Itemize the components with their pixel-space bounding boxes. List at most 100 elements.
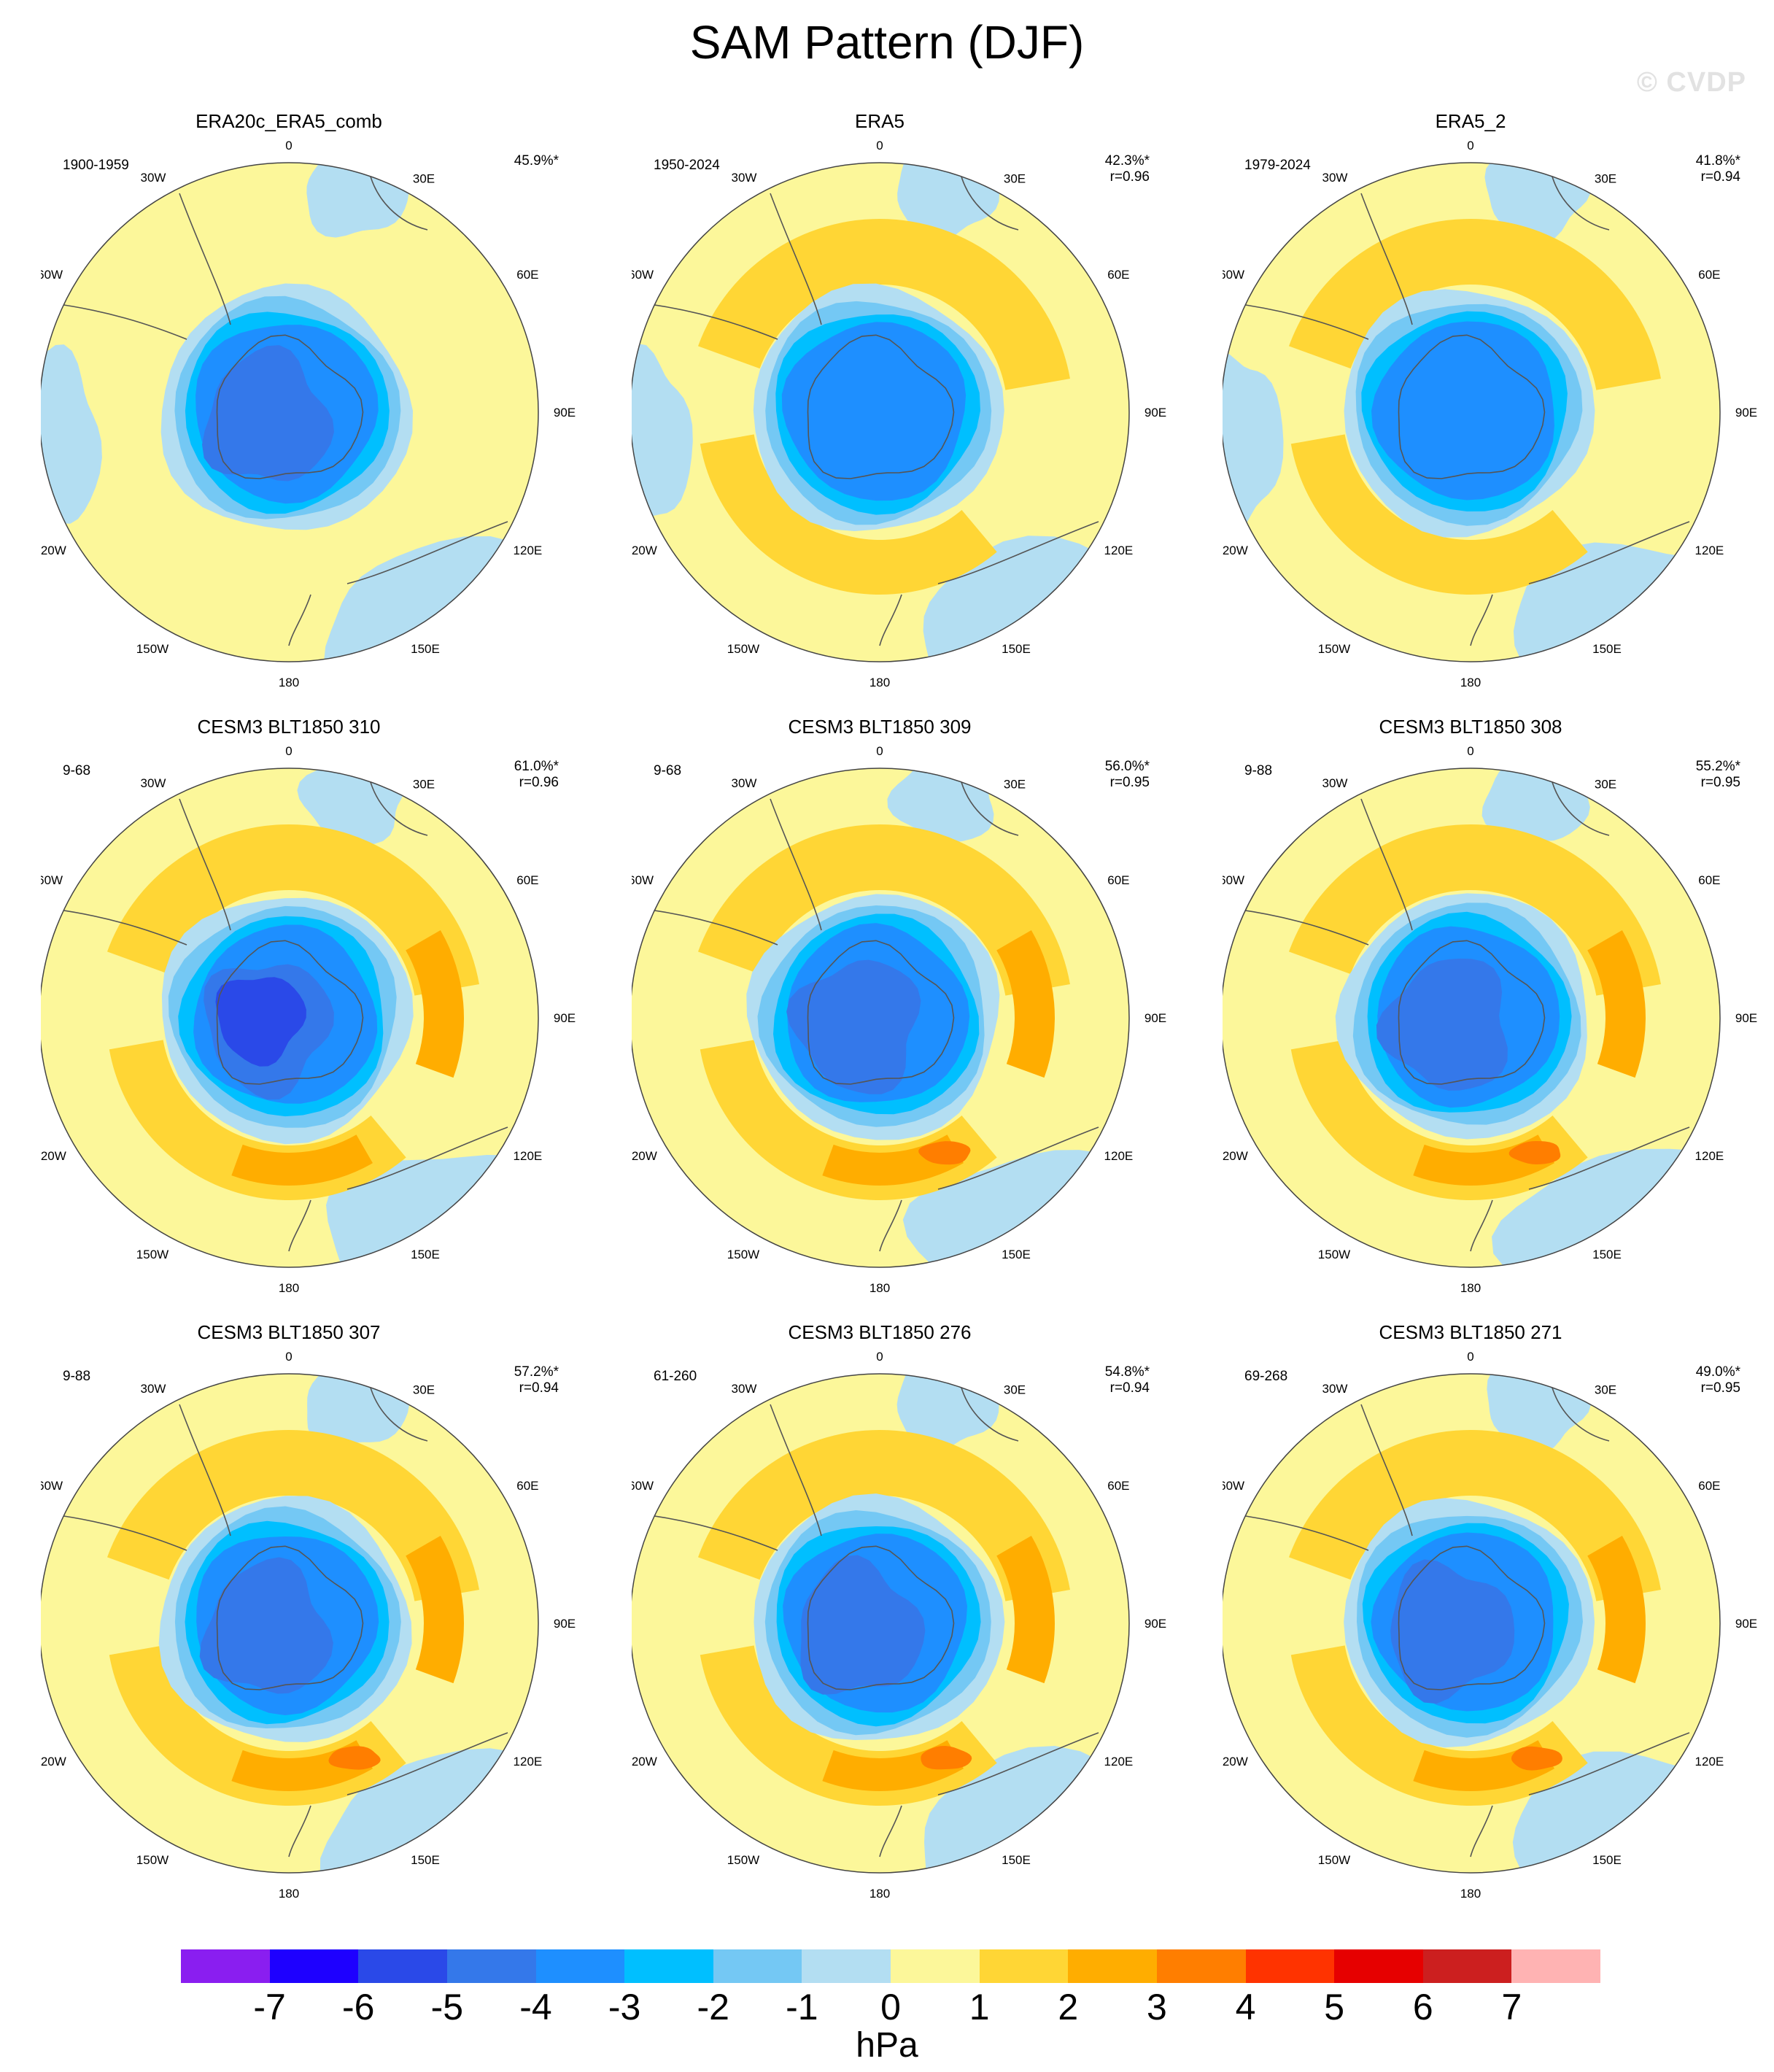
longitude-label: 60W bbox=[41, 268, 63, 282]
longitude-label: 150E bbox=[1592, 1248, 1622, 1261]
colorbar-swatch bbox=[1068, 1949, 1157, 1983]
ring-band bbox=[697, 824, 1070, 996]
coastline bbox=[216, 940, 364, 1085]
map-boundary bbox=[1223, 1373, 1721, 1874]
polar-map: 030E60E90E120E150E180150W120W90W60W30W bbox=[1223, 744, 1757, 1295]
polar-cap bbox=[781, 322, 967, 501]
colorbar-tick-label: -2 bbox=[697, 1987, 729, 2027]
colorbar-swatch bbox=[181, 1949, 270, 1983]
longitude-label: 180 bbox=[1460, 676, 1481, 689]
coastline bbox=[1470, 1805, 1493, 1858]
coastline bbox=[959, 776, 1019, 836]
map-panel: CESM3 BLT1850 276 61-260 54.8%* r=0.94 0 30E 6… bbox=[632, 1321, 1215, 1919]
polar-map: 030E60E90E120E150E180150W120W90W60W30W bbox=[632, 1350, 1166, 1901]
longitude-label: 180 bbox=[1460, 1281, 1481, 1295]
map-panel: CESM3 BLT1850 308 9-88 55.2%* r=0.95 0 30E 60E… bbox=[1223, 715, 1774, 1313]
longitude-label: 30E bbox=[1595, 778, 1616, 792]
ring-band bbox=[697, 219, 1070, 390]
longitude-label: 90E bbox=[1735, 406, 1757, 420]
longitude-label: 60W bbox=[1223, 873, 1244, 887]
polar-map: 030E60E90E120E150E180150W120W90W60W30W bbox=[41, 1350, 576, 1901]
coastline bbox=[1528, 521, 1690, 584]
colorbar-swatch bbox=[1422, 1949, 1512, 1983]
ring-band bbox=[1288, 1430, 1661, 1601]
longitude-label: 60E bbox=[516, 1479, 538, 1493]
longitude-label: 90E bbox=[1735, 1011, 1757, 1025]
ring-band bbox=[231, 1134, 373, 1186]
figure-title: SAM Pattern (DJF) bbox=[689, 16, 1085, 69]
period-label: 69-268 bbox=[1244, 1369, 1288, 1384]
longitude-label: 120E bbox=[514, 1149, 543, 1163]
longitude-label: 150E bbox=[1002, 1248, 1031, 1261]
variance-percent: 55.2%* bbox=[1695, 759, 1740, 774]
longitude-label: 30E bbox=[413, 172, 435, 186]
period-label: 9-88 bbox=[63, 1369, 91, 1384]
longitude-label: 90E bbox=[554, 1011, 576, 1025]
colorbar-tick-label: -6 bbox=[342, 1987, 375, 2027]
colorbar-tick-label: -5 bbox=[430, 1987, 464, 2027]
coastline bbox=[216, 1545, 364, 1690]
longitude-label: 120W bbox=[1223, 544, 1248, 557]
map-panel: ERA20c_ERA5_comb 1900-1959 45.9%* 0 30E 60E 90… bbox=[41, 109, 624, 708]
stats-label: 55.2%* r=0.95 bbox=[1696, 759, 1740, 791]
coastline bbox=[288, 594, 311, 646]
longitude-label: 60W bbox=[1223, 268, 1244, 282]
longitude-label: 30W bbox=[141, 1382, 166, 1396]
ring-band bbox=[918, 1141, 971, 1165]
coastline bbox=[1360, 193, 1413, 325]
longitude-label: 120E bbox=[1104, 1149, 1134, 1163]
longitude-label: 0 bbox=[1467, 139, 1473, 152]
longitude-label: 120E bbox=[1695, 1149, 1724, 1163]
longitude-label: 30E bbox=[1004, 1383, 1026, 1397]
stats-label: 54.8%* r=0.94 bbox=[1105, 1364, 1150, 1396]
longitude-label: 150E bbox=[1592, 1853, 1622, 1867]
coastline bbox=[288, 1805, 311, 1858]
coastline bbox=[179, 798, 231, 931]
longitude-label: 120W bbox=[1223, 1755, 1248, 1768]
colorbar-tick-label: 0 bbox=[880, 1987, 901, 2027]
polar-cap bbox=[215, 977, 306, 1067]
longitude-label: 60E bbox=[516, 268, 538, 282]
coastline bbox=[807, 334, 955, 479]
coastline bbox=[1398, 940, 1546, 1085]
longitude-label: 0 bbox=[1467, 1350, 1473, 1364]
panel-title: CESM3 BLT1850 309 bbox=[788, 716, 972, 738]
ring-band bbox=[406, 1536, 465, 1684]
longitude-label: 90E bbox=[554, 406, 576, 420]
stats-label: 42.3%* r=0.96 bbox=[1105, 153, 1150, 185]
longitude-label: 60E bbox=[1698, 873, 1720, 887]
polar-cap bbox=[786, 959, 921, 1094]
coastline bbox=[770, 798, 822, 931]
coastline bbox=[368, 1382, 428, 1442]
map-boundary bbox=[41, 162, 539, 662]
coastline bbox=[1550, 171, 1610, 231]
pattern-correlation: r=0.95 bbox=[1109, 775, 1150, 790]
longitude-label: 60W bbox=[1223, 1479, 1244, 1493]
longitude-label: 60E bbox=[1698, 268, 1720, 282]
longitude-label: 150E bbox=[411, 1248, 440, 1261]
colorbar-tick-label: 1 bbox=[969, 1987, 990, 2027]
colorbar-swatch bbox=[891, 1949, 980, 1983]
coastline bbox=[1470, 594, 1493, 646]
longitude-label: 150E bbox=[411, 642, 440, 656]
longitude-label: 30E bbox=[1004, 778, 1026, 792]
longitude-label: 30W bbox=[732, 1382, 757, 1396]
colorbar-labels: -7 -6 -5 -4 -3 -2 -1 0 1 2 3 4 5 6 7 bbox=[181, 1986, 1600, 2030]
ring-band bbox=[328, 1746, 381, 1770]
longitude-label: 30W bbox=[141, 776, 166, 790]
map-panel: CESM3 BLT1850 310 9-68 61.0%* r=0.96 0 30E 60E… bbox=[41, 715, 624, 1313]
longitude-label: 150W bbox=[1318, 642, 1350, 656]
coastline bbox=[288, 1199, 311, 1252]
longitude-label: 30W bbox=[732, 776, 757, 790]
ring-band bbox=[1508, 1141, 1561, 1164]
longitude-label: 60W bbox=[632, 1479, 654, 1493]
colorbar-swatch bbox=[446, 1949, 536, 1983]
longitude-label: 150W bbox=[136, 1853, 169, 1867]
longitude-label: 0 bbox=[285, 1350, 292, 1364]
polar-map: 030E60E90E120E150E180150W120W90W60W30W bbox=[632, 139, 1166, 689]
colorbar-swatch bbox=[535, 1949, 625, 1983]
coastline bbox=[368, 776, 428, 836]
longitude-label: 120E bbox=[1695, 544, 1724, 557]
pattern-correlation: r=0.95 bbox=[1700, 1380, 1740, 1396]
colorbar-swatch bbox=[1156, 1949, 1246, 1983]
